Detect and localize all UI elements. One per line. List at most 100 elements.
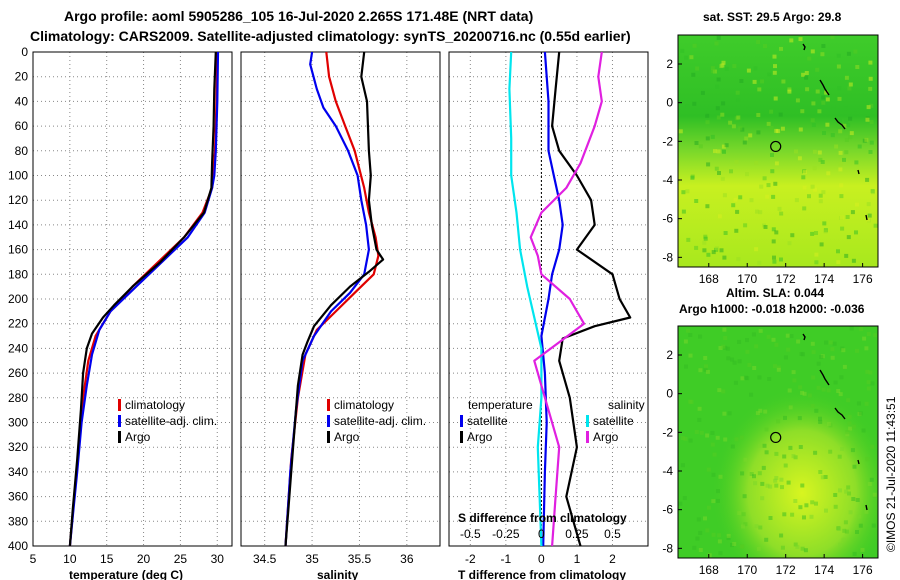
map-pixel	[716, 35, 721, 40]
map-pixel	[681, 190, 686, 195]
map-pixel	[788, 445, 793, 450]
map-pixel	[737, 359, 742, 364]
sla-map-frame	[677, 325, 879, 559]
legend-label-climatology: climatology	[125, 398, 185, 412]
map-pixel	[844, 150, 849, 155]
map-pixel	[733, 197, 738, 202]
map-pixel	[736, 257, 741, 262]
x-tick-label: 35	[305, 552, 319, 566]
map-pixel	[786, 480, 791, 485]
map-pixel	[800, 483, 805, 488]
x-tick-label: 15	[100, 552, 114, 566]
map-pixel	[791, 454, 796, 459]
map-pixel	[696, 517, 701, 522]
map-pixel	[822, 131, 826, 135]
map-pixel	[711, 250, 716, 255]
map-pixel	[739, 435, 744, 440]
map-pixel	[840, 447, 844, 451]
map-pixel	[853, 111, 858, 116]
map-pixel	[703, 516, 707, 521]
s-tick-label: -0.25	[492, 527, 520, 541]
x-tick-label: 2	[609, 552, 616, 566]
map-pixel	[838, 161, 843, 166]
map-pixel	[816, 361, 821, 366]
map-pixel	[717, 539, 722, 544]
map-pixel	[797, 156, 802, 161]
sst-map-texture	[678, 35, 878, 265]
map-pixel	[845, 432, 850, 437]
map-pixel	[745, 349, 750, 354]
legend-label-satellite: satellite-adj. clim.	[125, 414, 217, 428]
map-pixel	[838, 392, 843, 397]
map-pixel	[780, 485, 784, 490]
map-pixel	[810, 49, 815, 54]
map-pixel	[811, 101, 816, 106]
map-pixel	[737, 339, 742, 344]
map-pixel	[819, 242, 824, 247]
map-pixel	[732, 360, 737, 365]
map-pixel	[783, 355, 788, 360]
map-pixel	[721, 389, 726, 394]
map-pixel	[857, 514, 862, 519]
depth-tick-label: 140	[8, 218, 28, 232]
map-pixel	[814, 252, 819, 257]
map-pixel	[730, 543, 734, 548]
map-pixel	[811, 123, 816, 127]
map-pixel	[872, 492, 877, 497]
map-pixel	[793, 542, 798, 547]
map-pixel	[821, 95, 826, 100]
s-tick-label: -0.5	[460, 527, 481, 541]
map-pixel	[755, 209, 760, 214]
legend-swatch-satellite	[327, 415, 330, 427]
map-pixel	[760, 79, 765, 84]
map-pixel	[773, 96, 778, 101]
map-pixel	[871, 190, 875, 195]
map-pixel	[838, 150, 843, 155]
map-pixel	[846, 398, 851, 403]
map-pixel	[720, 176, 725, 181]
map-pixel	[858, 523, 863, 528]
map-pixel	[818, 193, 823, 198]
map-pixel	[838, 542, 842, 547]
map-pixel	[690, 175, 695, 180]
map-pixel	[838, 129, 843, 134]
map-pixel	[810, 184, 815, 189]
map-pixel	[800, 390, 805, 395]
t-difference-xlabel: T difference from climatology	[458, 568, 626, 580]
map-pixel	[800, 109, 805, 114]
map-pixel	[715, 435, 720, 440]
depth-tick-label: 220	[8, 317, 28, 331]
map-pixel	[735, 90, 740, 95]
map-pixel	[764, 427, 769, 432]
map-pixel	[740, 376, 745, 381]
temperature-panel: 0 20 40 60 80 100 120 140 160 180 200 220 240 260 280 3…	[8, 45, 233, 580]
map-pixel	[756, 40, 761, 44]
map-pixel	[772, 255, 776, 260]
map-pixel	[716, 149, 721, 154]
sst-map-lat-ticks: 2 0 -2 -4 -6 -8	[662, 57, 682, 264]
map-pixel	[810, 341, 815, 346]
map-pixel	[724, 66, 729, 71]
depth-tick-label: 280	[8, 391, 28, 405]
salinity-xlabel: salinity	[317, 568, 359, 580]
map-pixel	[844, 75, 849, 80]
map-pixel	[706, 252, 711, 257]
x-tick-label: 1	[574, 552, 581, 566]
map-pixel	[779, 46, 783, 51]
map-pixel	[685, 104, 690, 109]
map-pixel	[789, 334, 794, 339]
depth-tick-label: 100	[8, 169, 28, 183]
map-pixel	[832, 341, 837, 346]
map-pixel	[772, 70, 777, 75]
map-pixel	[752, 366, 757, 370]
map-pixel	[726, 356, 731, 361]
map-pixel	[848, 82, 853, 87]
map-pixel	[753, 481, 758, 486]
map-pixel	[776, 419, 781, 424]
map-pixel	[722, 327, 727, 332]
depth-tick-label: 20	[15, 70, 29, 84]
map-pixel	[771, 194, 776, 199]
map-pixel	[722, 193, 727, 198]
map-pixel	[825, 122, 830, 127]
map-pixel	[715, 84, 720, 89]
